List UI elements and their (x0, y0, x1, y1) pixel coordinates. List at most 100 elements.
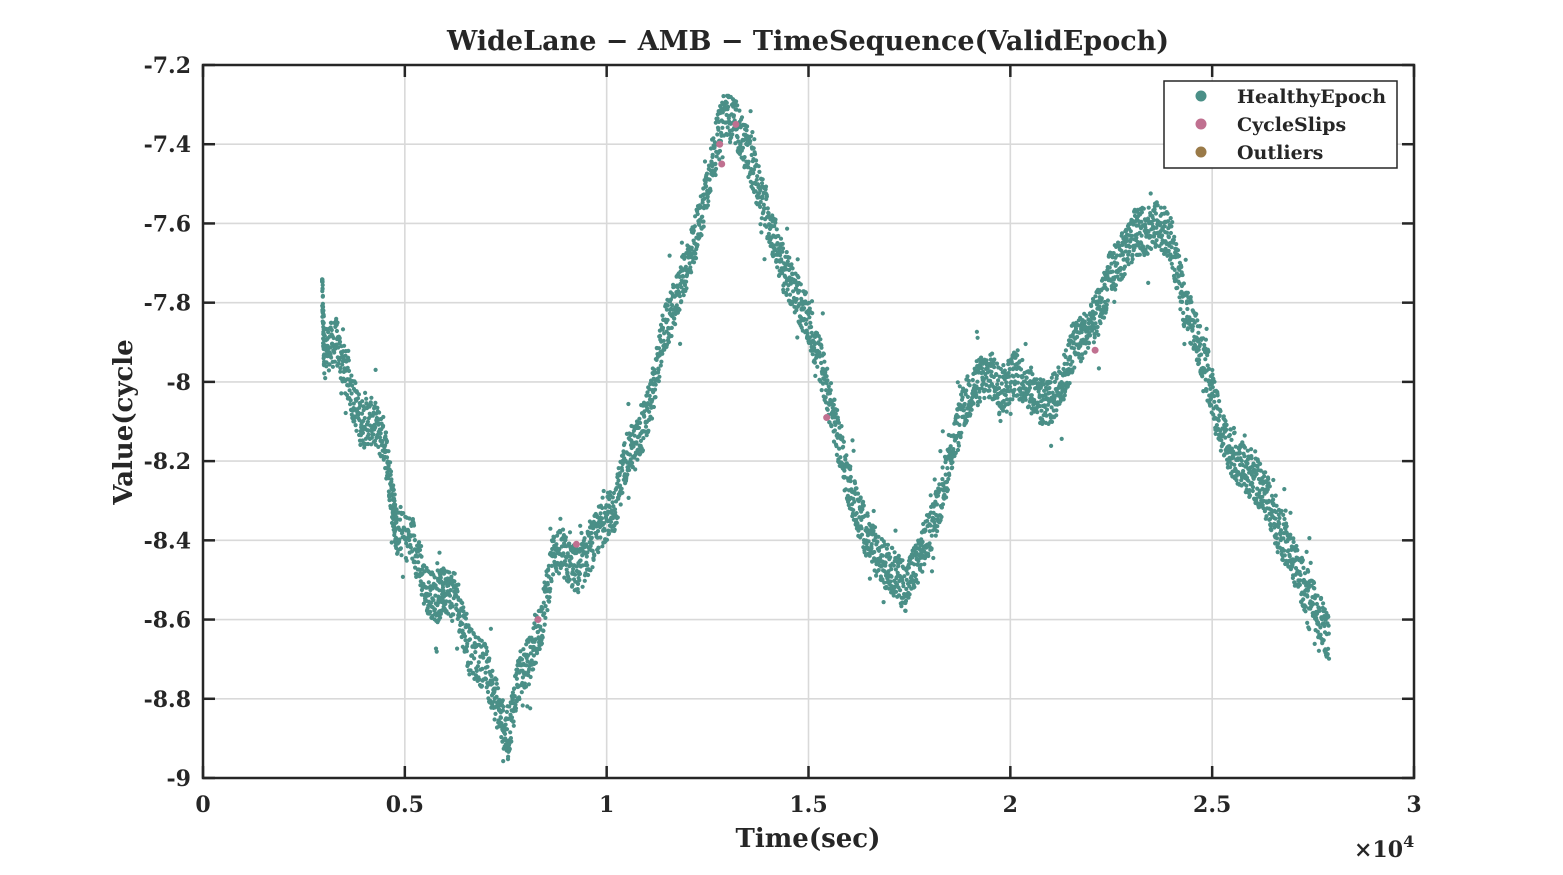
healthy-point (834, 444, 839, 449)
healthy-point (625, 472, 630, 477)
healthy-point (888, 579, 893, 584)
healthy-point (610, 500, 615, 505)
healthy-point (375, 405, 380, 410)
healthy-point (394, 516, 399, 522)
healthy-point (589, 530, 594, 536)
healthy-point (1091, 340, 1096, 345)
healthy-point (1217, 399, 1222, 404)
healthy-point (819, 345, 824, 350)
healthy-point (578, 523, 583, 528)
healthy-point (491, 699, 496, 704)
healthy-point (451, 612, 456, 617)
healthy-point (1063, 348, 1068, 353)
x-tick-label: 1 (599, 792, 614, 818)
healthy-point (633, 467, 638, 472)
healthy-point (763, 184, 769, 189)
healthy-point (880, 553, 886, 558)
healthy-point (342, 343, 347, 348)
healthy-point (1268, 523, 1273, 528)
healthy-point (920, 539, 925, 545)
healthy-point (358, 403, 363, 408)
healthy-point (638, 438, 644, 443)
healthy-point (1245, 448, 1250, 453)
healthy-point (630, 460, 635, 466)
healthy-point (780, 270, 785, 276)
healthy-point (533, 637, 538, 642)
healthy-point (783, 262, 788, 267)
healthy-point (1315, 593, 1320, 598)
healthy-point (448, 588, 453, 593)
healthy-point (1015, 353, 1020, 358)
healthy-point (1056, 365, 1061, 370)
healthy-point (1122, 264, 1127, 269)
healthy-point (1067, 342, 1072, 347)
healthy-point (703, 179, 708, 184)
healthy-point (481, 655, 486, 660)
healthy-point (388, 469, 394, 474)
healthy-point (940, 502, 946, 507)
healthy-point (417, 540, 422, 545)
healthy-point (923, 528, 928, 533)
healthy-point (841, 444, 846, 449)
healthy-point (1301, 565, 1306, 571)
healthy-point (882, 580, 887, 585)
healthy-point (837, 446, 842, 451)
healthy-point (876, 568, 881, 573)
healthy-point (1247, 493, 1253, 498)
healthy-point (1254, 471, 1259, 477)
healthy-point (1273, 516, 1278, 521)
healthy-point (1132, 213, 1138, 218)
healthy-point (332, 350, 337, 355)
healthy-point (1053, 393, 1058, 398)
healthy-point (518, 649, 523, 654)
healthy-point (1319, 595, 1324, 601)
healthy-point (439, 579, 444, 584)
healthy-point (1321, 601, 1326, 606)
healthy-point (1029, 393, 1034, 398)
healthy-point (977, 399, 983, 404)
healthy-point (1227, 432, 1232, 438)
healthy-point (712, 145, 717, 150)
healthy-point (501, 704, 506, 709)
healthy-point (476, 660, 481, 665)
healthy-point (561, 551, 566, 556)
healthy-point (508, 730, 513, 735)
healthy-point (520, 703, 525, 708)
healthy-point (817, 350, 822, 355)
healthy-point (493, 711, 498, 717)
healthy-point (585, 550, 590, 555)
healthy-point (455, 589, 460, 594)
healthy-point (349, 412, 354, 417)
healthy-point (1130, 252, 1135, 257)
healthy-point (807, 306, 812, 311)
healthy-point (1112, 299, 1117, 304)
healthy-point (794, 297, 799, 302)
healthy-point (1114, 253, 1120, 258)
healthy-point (620, 468, 625, 473)
healthy-point (758, 204, 763, 209)
healthy-point (509, 715, 515, 720)
healthy-point (1242, 454, 1247, 459)
healthy-point (1244, 483, 1249, 488)
healthy-point (1080, 356, 1085, 361)
healthy-point (1080, 352, 1085, 357)
healthy-point (1189, 341, 1194, 346)
healthy-point (1015, 380, 1021, 385)
healthy-point (1075, 334, 1080, 339)
healthy-point (1175, 248, 1181, 253)
healthy-point (681, 293, 686, 298)
healthy-point (906, 595, 911, 600)
healthy-point (1180, 272, 1185, 278)
healthy-point (1151, 234, 1157, 239)
healthy-point (548, 586, 553, 592)
healthy-point (704, 184, 709, 189)
healthy-point (483, 670, 488, 675)
x-tick-label: 3 (1406, 792, 1421, 818)
healthy-point (700, 214, 705, 219)
healthy-point (616, 466, 621, 471)
healthy-point (649, 416, 655, 421)
healthy-point (773, 220, 778, 225)
healthy-point (1280, 557, 1286, 563)
healthy-point (535, 629, 541, 635)
healthy-point (373, 367, 378, 372)
